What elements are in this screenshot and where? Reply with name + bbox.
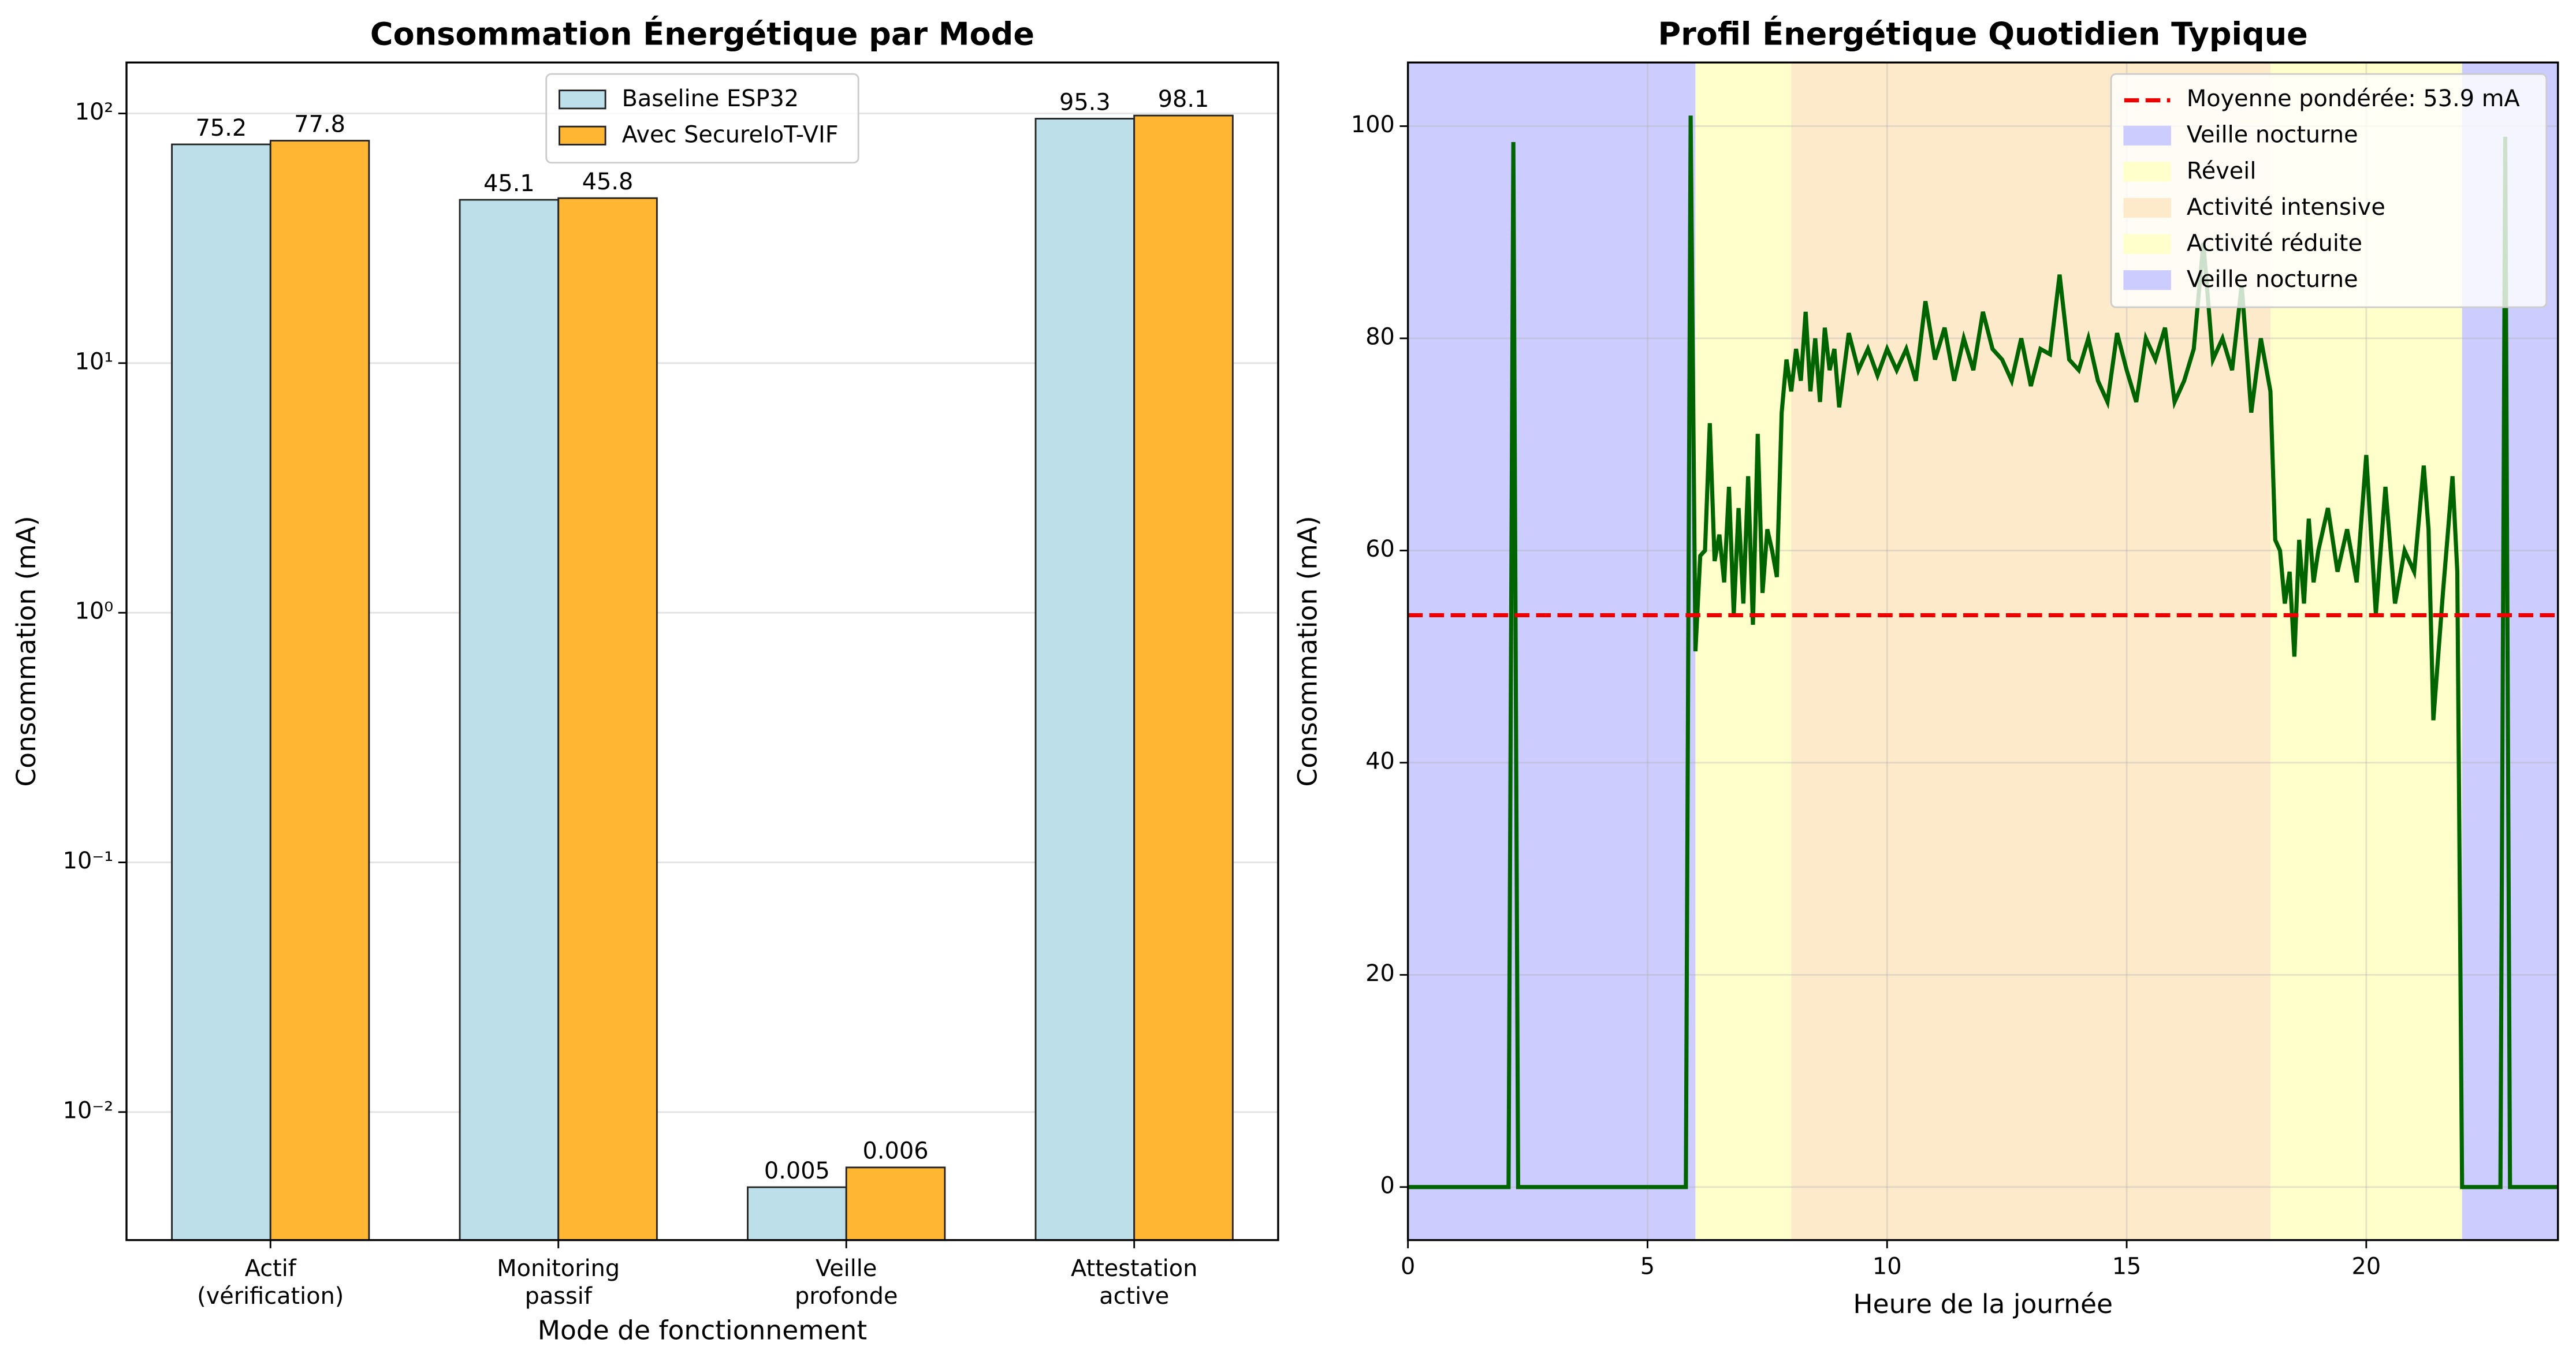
- legend-swatch: [559, 89, 606, 110]
- x-tick-label: Veille profonde: [795, 1255, 898, 1309]
- x-tick-label: 15: [2112, 1254, 2142, 1280]
- y-axis-label: Consommation (mA): [1292, 516, 1323, 786]
- y-tick-label: 0: [1380, 1172, 1395, 1199]
- legend-box: [545, 73, 859, 164]
- bar: [459, 199, 560, 1241]
- plot-area: [126, 113, 1278, 1241]
- legend-swatch: [2123, 125, 2171, 146]
- legend: Moyenne pondérée: 53.9 mA Veille nocturne…: [2110, 73, 2548, 308]
- legend-label: Activité réduite: [2187, 230, 2362, 256]
- y-tick-label: 10¹: [75, 348, 114, 375]
- bar: [557, 197, 658, 1241]
- x-tick-label-line: active: [1099, 1283, 1169, 1310]
- y-tick-label: 10⁰: [75, 598, 114, 625]
- legend-swatch: [559, 125, 606, 146]
- x-tick-label: Actif (vérification): [197, 1255, 344, 1309]
- y-tick-label: 10²: [75, 99, 114, 125]
- x-axis-label: Heure de la journée: [1853, 1289, 2113, 1319]
- x-tick-label-line: passif: [525, 1283, 593, 1310]
- bar: [1133, 114, 1234, 1241]
- x-tick-label: Attestation active: [1071, 1255, 1197, 1309]
- value-label: 45.1: [483, 170, 535, 197]
- bar: [171, 143, 271, 1241]
- plot-frame: [1406, 61, 2559, 1241]
- chart-title: Profil Énergétique Quotidien Typique: [1658, 16, 2308, 52]
- y-tick-label: 40: [1365, 748, 1395, 774]
- x-tick-label: 20: [2352, 1254, 2381, 1280]
- x-tick-label-line: (vérification): [197, 1283, 344, 1310]
- value-label: 98.1: [1158, 86, 1209, 113]
- x-tick-label-line: Veille: [816, 1255, 877, 1281]
- legend-label: Réveil: [2187, 158, 2257, 184]
- bar: [845, 1166, 946, 1241]
- region: [1695, 62, 1792, 1240]
- legend-swatch: [2123, 197, 2171, 218]
- bar: [747, 1186, 847, 1241]
- value-label: 95.3: [1059, 89, 1111, 115]
- x-tick-label: 5: [1640, 1254, 1655, 1280]
- value-label: 0.005: [764, 1158, 830, 1184]
- value-label: 75.2: [196, 115, 247, 141]
- x-tick-label-line: Monitoring: [497, 1255, 620, 1281]
- value-label: 77.8: [294, 111, 345, 138]
- x-tick-label-line: profonde: [795, 1283, 898, 1310]
- region: [1408, 62, 1696, 1240]
- legend-label: Veille nocturne: [2187, 122, 2358, 148]
- legend: Baseline ESP32 Avec SecureIoT-VIF: [545, 73, 859, 164]
- plot-frame: [125, 61, 1279, 1241]
- x-tick-label-line: Attestation: [1071, 1255, 1197, 1281]
- y-tick-label: 10⁻¹: [63, 848, 114, 874]
- legend-swatch: [2123, 270, 2171, 290]
- legend-label: Activité intensive: [2187, 194, 2385, 221]
- legend-box: [2110, 73, 2548, 308]
- y-tick-label: 100: [1351, 111, 1395, 138]
- x-tick-label: 10: [1873, 1254, 1902, 1280]
- bar: [1034, 118, 1136, 1241]
- legend-label: Avec SecureIoT-VIF: [622, 122, 839, 148]
- x-tick-label-line: Actif: [245, 1255, 297, 1281]
- y-tick-label: 80: [1365, 323, 1395, 350]
- x-tick-label: Monitoring passif: [497, 1255, 620, 1309]
- y-tick-label: 10⁻²: [63, 1097, 114, 1124]
- value-label: 45.8: [582, 169, 634, 195]
- x-tick-label: 0: [1401, 1254, 1415, 1280]
- legend-label: Baseline ESP32: [622, 85, 799, 112]
- y-axis-label: Consommation (mA): [11, 516, 42, 786]
- bar: [269, 140, 370, 1241]
- y-tick-label: 20: [1365, 960, 1395, 987]
- legend-label: Moyenne pondérée: 53.9 mA: [2187, 85, 2520, 112]
- value-label: 0.006: [863, 1138, 929, 1165]
- y-tick-label: 60: [1365, 536, 1395, 562]
- line: [1408, 115, 2558, 1189]
- legend-swatch: [2123, 234, 2171, 254]
- x-axis-label: Mode de fonctionnement: [538, 1315, 867, 1345]
- chart-title: Consommation Énergétique par Mode: [370, 16, 1034, 52]
- legend-swatch: [2123, 162, 2171, 182]
- legend-label: Veille nocturne: [2187, 266, 2358, 293]
